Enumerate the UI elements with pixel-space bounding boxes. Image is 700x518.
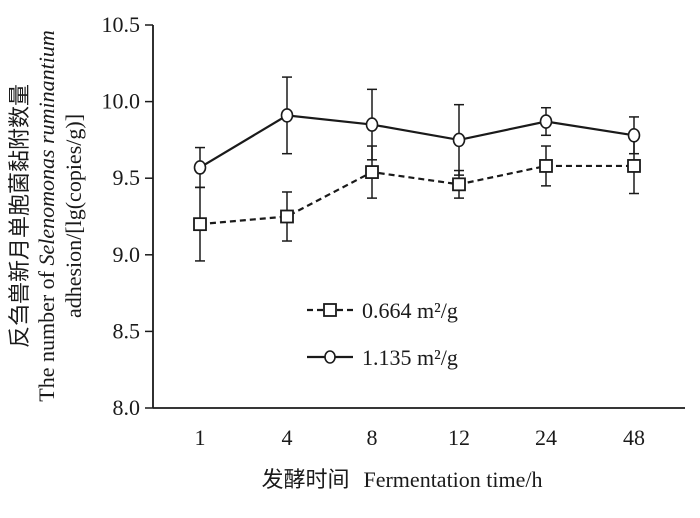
legend-item-low-marker — [323, 303, 337, 317]
y-axis-title-en-prefix: The number of — [34, 266, 59, 402]
y-axis-title-en: The number of Selenomonas ruminantium — [34, 30, 59, 402]
series-high — [193, 76, 641, 189]
y-axis-title-cn: 反刍兽新月单胞菌黏附数量 — [7, 84, 32, 348]
y-tick-label-10.5: 10.5 — [102, 12, 141, 37]
series-high-point-2 — [365, 117, 379, 132]
x-tick-label-1: 1 — [195, 425, 206, 450]
series-high-point-4 — [539, 114, 553, 129]
y-tick-label-8.5: 8.5 — [113, 318, 141, 343]
x-tick-label-24: 24 — [535, 425, 557, 450]
series-high-point-0 — [193, 160, 207, 175]
y-tick-label-8.0: 8.0 — [113, 395, 141, 420]
series-low — [193, 137, 641, 262]
y-tick-label-10.0: 10.0 — [102, 89, 141, 114]
series-low-point-4 — [539, 159, 553, 173]
y-axis-title-en-unit: adhesion/[lg(copies/g)] — [61, 114, 86, 318]
x-axis-title: 发酵时间 Fermentation time/h — [261, 467, 542, 492]
legend-item-high-marker — [324, 350, 336, 364]
series-low-point-1 — [280, 209, 294, 224]
series-high-line — [199, 114, 635, 169]
y-axis-title-en-species: Selenomonas ruminantium — [34, 30, 59, 265]
x-tick-label-12: 12 — [448, 425, 470, 450]
series-low-point-3 — [452, 177, 466, 192]
x-axis-title-cn: 发酵时间 — [261, 467, 349, 492]
series-low-point-2 — [365, 165, 379, 179]
legend-item-low: 0.664 m²/g — [307, 298, 458, 323]
series-high-point-5 — [627, 128, 641, 143]
legend-item-high-label: 1.135 m²/g — [362, 345, 458, 370]
y-tick-label-9.5: 9.5 — [113, 165, 141, 190]
plot-area — [193, 76, 641, 262]
series-low-point-0 — [193, 217, 207, 232]
x-tick-label-4: 4 — [282, 425, 293, 450]
x-axis-title-en: Fermentation time/h — [363, 467, 542, 492]
x-tick-label-48: 48 — [623, 425, 645, 450]
y-tick-label-9.0: 9.0 — [113, 242, 141, 267]
x-tick-label-8: 8 — [367, 425, 378, 450]
series-high-point-3 — [452, 132, 466, 148]
legend-item-high: 1.135 m²/g — [307, 345, 458, 370]
series-low-point-5 — [627, 159, 641, 173]
legend: 0.664 m²/g 1.135 m²/g — [307, 298, 458, 370]
series-low-line — [199, 164, 634, 226]
series-high-point-1 — [280, 108, 294, 123]
axes: 8.08.59.09.510.010.51 4 8 12 24 48 — [102, 12, 685, 450]
legend-item-low-label: 0.664 m²/g — [362, 298, 458, 323]
